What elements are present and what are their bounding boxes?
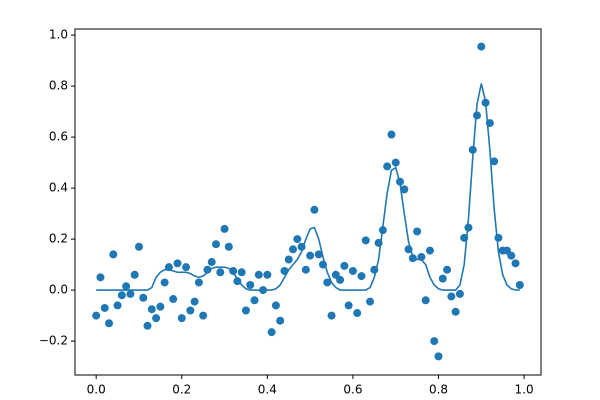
point — [490, 157, 499, 166]
point — [455, 289, 464, 298]
point — [186, 306, 195, 315]
y-tick-label: 0.8 — [49, 79, 68, 93]
point — [134, 242, 143, 251]
point — [515, 280, 524, 289]
point — [126, 289, 135, 298]
x-tick-label: 0.0 — [87, 383, 106, 397]
point — [443, 265, 452, 274]
point — [199, 311, 208, 320]
axes-frame — [74, 28, 542, 376]
point — [323, 278, 332, 287]
point — [224, 242, 233, 251]
point — [96, 273, 105, 282]
point — [203, 265, 212, 274]
point — [271, 301, 280, 310]
line — [96, 83, 520, 291]
x-tick-label: 0.8 — [429, 383, 448, 397]
point — [100, 303, 109, 312]
point — [344, 301, 353, 310]
point — [105, 319, 114, 328]
point — [387, 130, 396, 139]
point — [169, 295, 178, 304]
point — [413, 227, 422, 236]
point — [267, 328, 276, 337]
point — [391, 158, 400, 167]
point — [92, 311, 101, 320]
point — [156, 302, 165, 311]
point — [143, 321, 152, 330]
point — [241, 306, 250, 315]
point — [237, 268, 246, 277]
point — [511, 259, 520, 268]
point — [507, 251, 516, 260]
y-tick-label: 0.6 — [49, 130, 68, 144]
point — [117, 291, 126, 300]
point — [473, 111, 482, 120]
point — [190, 297, 199, 306]
point — [113, 301, 122, 310]
point — [220, 224, 229, 233]
point — [182, 263, 191, 272]
point — [477, 42, 486, 51]
point — [434, 352, 443, 361]
point — [348, 266, 357, 275]
point — [361, 236, 370, 245]
point — [194, 278, 203, 287]
point — [211, 240, 220, 249]
point — [122, 282, 131, 291]
point — [336, 275, 345, 284]
point — [263, 270, 272, 279]
point — [366, 297, 375, 306]
point — [353, 309, 362, 318]
point — [152, 314, 161, 323]
point — [233, 277, 242, 286]
point — [327, 311, 336, 320]
point — [494, 233, 503, 242]
point — [293, 235, 302, 244]
point — [425, 246, 434, 255]
point — [160, 278, 169, 287]
point — [246, 280, 255, 289]
point — [357, 272, 366, 281]
point — [229, 266, 238, 275]
y-tick-label: 0.2 — [49, 232, 68, 246]
point — [173, 259, 182, 268]
point — [447, 292, 456, 301]
point — [421, 296, 430, 305]
point — [289, 245, 298, 254]
x-tick-label: 0.6 — [343, 383, 362, 397]
x-tick-label: 0.4 — [258, 383, 277, 397]
y-tick-label: 0.0 — [49, 283, 68, 297]
point — [464, 223, 473, 232]
point — [306, 251, 315, 260]
point — [438, 274, 447, 283]
point — [310, 205, 319, 214]
point — [430, 337, 439, 346]
point — [383, 162, 392, 171]
point — [284, 255, 293, 264]
point — [250, 296, 259, 305]
point — [408, 254, 417, 263]
point — [451, 307, 460, 316]
point — [109, 250, 118, 259]
point — [254, 270, 263, 279]
point — [216, 268, 225, 277]
point — [340, 261, 349, 270]
point — [400, 185, 409, 194]
point — [147, 305, 156, 314]
point — [276, 316, 285, 325]
x-tick-label: 1.0 — [515, 383, 534, 397]
y-tick-label: 1.0 — [49, 28, 68, 42]
y-tick-label: −0.2 — [39, 334, 68, 348]
point — [139, 293, 148, 302]
point — [207, 258, 216, 267]
point — [130, 270, 139, 279]
point — [177, 314, 186, 323]
point — [301, 265, 310, 274]
point — [314, 250, 323, 259]
y-tick-label: 0.4 — [49, 181, 68, 195]
x-tick-label: 0.2 — [172, 383, 191, 397]
